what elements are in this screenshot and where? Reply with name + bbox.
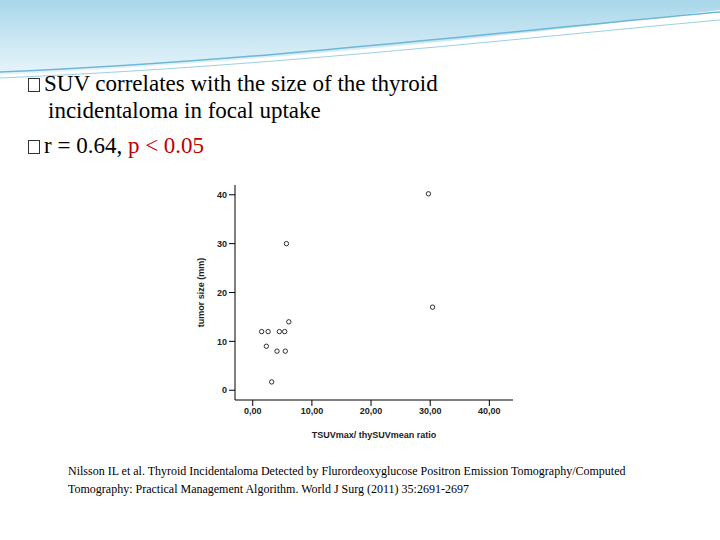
svg-text:30,00: 30,00 (419, 406, 442, 416)
svg-text:tumor size (mm): tumor size (mm) (196, 258, 206, 328)
svg-text:40: 40 (217, 190, 227, 200)
svg-text:20,00: 20,00 (360, 406, 383, 416)
svg-text:30: 30 (217, 239, 227, 249)
html-text:r = 0.64, p < 0.05: r = 0.64, p < 0.05 (44, 133, 205, 158)
svg-text:TSUVmax/ thySUVmean ratio: TSUVmax/ thySUVmean ratio (312, 430, 437, 440)
svg-text:10: 10 (217, 337, 227, 347)
svg-text:0,00: 0,00 (244, 406, 262, 416)
svg-text:40,00: 40,00 (478, 406, 501, 416)
svg-text:0: 0 (222, 385, 227, 395)
svg-text:20: 20 (217, 288, 227, 298)
html-text:Nilsson IL et al. Thyroid Inci: Nilsson IL et al. Thyroid Incidentaloma … (68, 464, 626, 496)
svg-text:10,00: 10,00 (301, 406, 324, 416)
html-text:SUV correlates with the size o: SUV correlates with the size of the thyr… (44, 71, 438, 123)
